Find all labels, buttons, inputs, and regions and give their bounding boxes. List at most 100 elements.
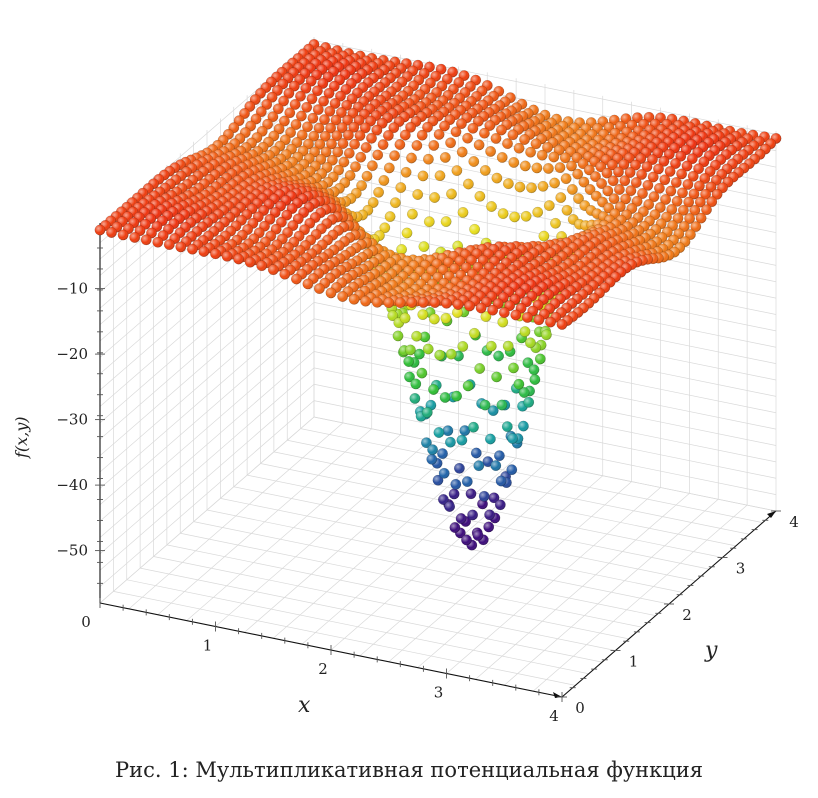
data-point-highlight — [655, 202, 666, 213]
data-point-highlight — [350, 161, 361, 172]
data-point-highlight — [290, 119, 302, 130]
data-point-highlight — [705, 181, 717, 193]
data-point-highlight — [390, 197, 401, 208]
data-point-highlight — [632, 112, 643, 123]
data-point-highlight — [535, 353, 546, 365]
data-point-highlight — [285, 127, 296, 138]
data-point-highlight — [491, 172, 503, 184]
data-point-highlight — [106, 227, 117, 238]
data-point-highlight — [267, 111, 279, 122]
data-point-highlight — [459, 425, 470, 436]
data-point-highlight — [711, 189, 723, 200]
data-point-highlight — [513, 143, 525, 154]
data-point-highlight — [338, 156, 350, 168]
data-point-highlight — [613, 166, 624, 178]
data-point-highlight — [319, 114, 330, 125]
data-point-highlight — [295, 91, 306, 102]
data-point-highlight — [677, 187, 688, 198]
data-point-highlight — [689, 205, 701, 216]
data-point-highlight — [256, 260, 267, 271]
figure-caption: Рис. 1: Мультипликативная потенциальная … — [114, 758, 704, 782]
grid-line — [99, 203, 315, 391]
data-point-highlight — [198, 246, 210, 257]
data-point-highlight — [700, 189, 711, 200]
data-point-highlight — [528, 364, 540, 375]
data-point-highlight — [584, 184, 596, 195]
data-point-highlight — [469, 224, 480, 235]
data-point-highlight — [491, 371, 502, 383]
data-point-highlight — [641, 161, 653, 172]
grid-line — [99, 252, 315, 440]
data-point-highlight — [509, 211, 520, 223]
data-point-highlight — [648, 191, 660, 202]
data-point-highlight — [416, 367, 428, 379]
data-point-highlight — [684, 213, 695, 224]
data-point-highlight — [630, 159, 641, 171]
data-point-highlight — [302, 278, 314, 290]
grid-line — [313, 416, 777, 512]
data-point-highlight — [152, 237, 163, 248]
data-point-highlight — [372, 149, 383, 161]
data-point-highlight — [279, 115, 290, 127]
data-point-highlight — [653, 163, 664, 175]
data-point-highlight — [437, 448, 448, 459]
data-point-highlight — [320, 146, 332, 158]
data-point-highlight — [690, 221, 701, 232]
data-point-highlight — [401, 227, 413, 239]
grid-line — [313, 40, 777, 135]
data-point-highlight — [283, 88, 295, 99]
data-point-highlight — [354, 130, 366, 141]
data-point-highlight — [335, 90, 346, 102]
data-point-highlight — [367, 160, 378, 171]
data-point-highlight — [389, 150, 400, 161]
data-point-highlight — [428, 140, 439, 151]
data-point-highlight — [664, 149, 675, 160]
data-point-highlight — [439, 120, 450, 132]
data-point-highlight — [678, 205, 689, 216]
data-point-highlight — [473, 116, 484, 127]
data-point-highlight — [532, 207, 543, 218]
grid-line — [99, 318, 315, 506]
data-point-highlight — [383, 130, 394, 141]
data-point-highlight — [360, 122, 371, 133]
data-point-highlight — [432, 475, 444, 486]
data-point-highlight — [685, 229, 696, 240]
data-point-highlight — [510, 309, 521, 321]
data-point-highlight — [486, 201, 497, 212]
x-tick-label: 1 — [203, 637, 213, 655]
data-point-highlight — [461, 534, 472, 546]
data-point-highlight — [337, 138, 349, 149]
data-point-highlight — [523, 397, 534, 408]
data-point-highlight — [400, 129, 411, 141]
data-point-highlight — [601, 167, 613, 179]
data-point-highlight — [545, 316, 556, 328]
data-point-highlight — [508, 157, 519, 168]
data-point-highlight — [445, 137, 456, 148]
data-point-highlight — [631, 196, 643, 207]
data-point-highlight — [164, 239, 175, 250]
data-point-highlight — [302, 121, 313, 132]
grid-line — [99, 269, 315, 456]
data-point-highlight — [129, 232, 140, 243]
x-tick-label: 4 — [549, 707, 559, 725]
data-point-highlight — [439, 392, 451, 403]
data-point-highlight — [681, 160, 693, 172]
data-point-highlight — [451, 165, 463, 176]
data-point-highlight — [665, 185, 677, 197]
data-point-highlight — [643, 112, 655, 123]
data-point-highlight — [284, 107, 295, 119]
data-point-highlight — [699, 173, 710, 184]
data-point-highlight — [314, 139, 326, 150]
data-point-highlight — [291, 273, 302, 285]
data-point-highlight — [239, 108, 250, 119]
data-point-highlight — [429, 192, 440, 203]
data-point-highlight — [513, 379, 525, 390]
data-point-highlight — [462, 133, 473, 144]
data-point-highlight — [683, 196, 694, 208]
grid-line — [417, 481, 632, 668]
z-tick-label: −50 — [56, 542, 88, 560]
data-point-highlight — [508, 362, 519, 374]
data-point-highlight — [250, 113, 262, 125]
data-point-highlight — [373, 187, 384, 198]
x-tick-label: 3 — [434, 684, 444, 702]
